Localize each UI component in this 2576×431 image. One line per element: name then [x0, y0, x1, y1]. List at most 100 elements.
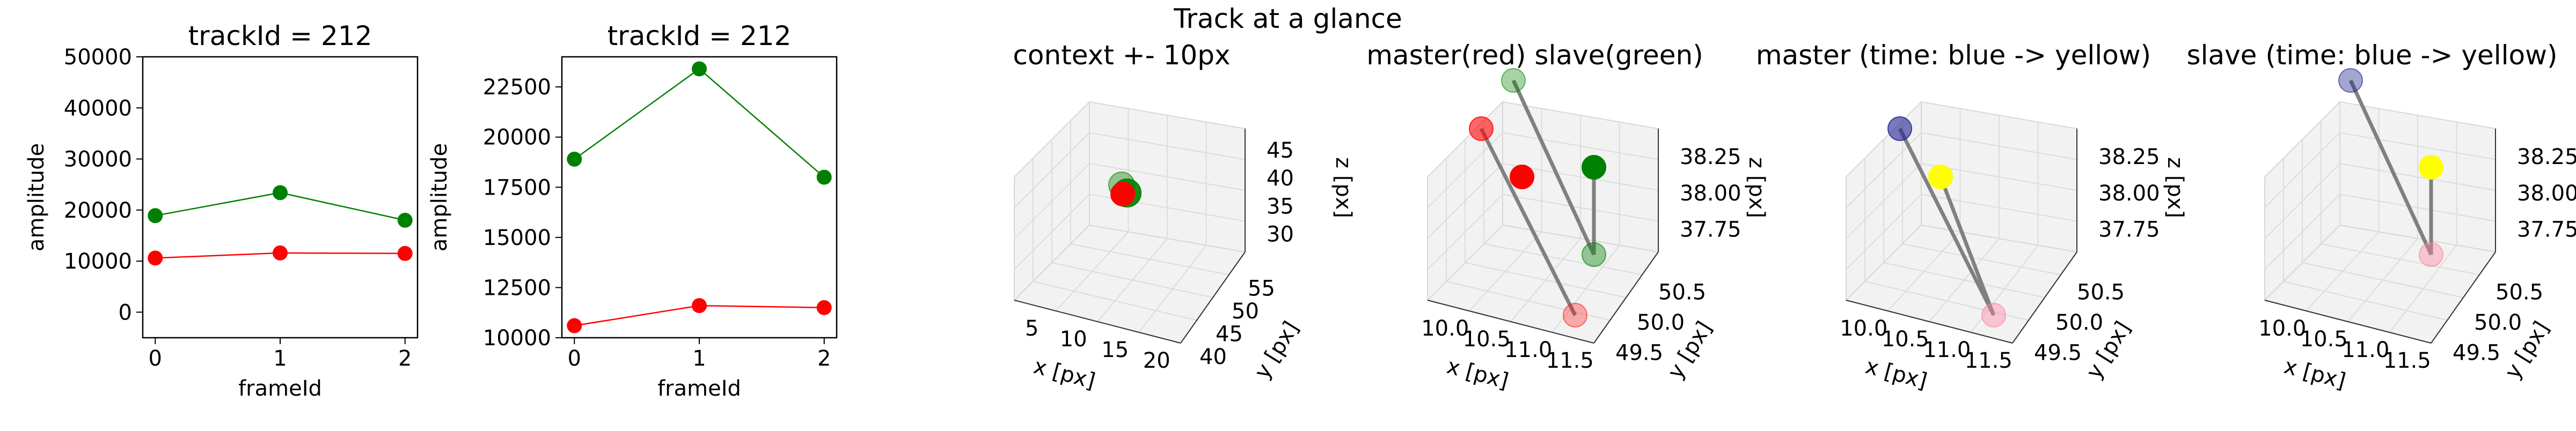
- x-tick-label: 1: [273, 346, 287, 371]
- x-tick-label: 10.5: [1882, 327, 1929, 352]
- amplitude-chart-2: trackId = 212 frameId amplitude 0 1 2 10000…: [427, 20, 838, 401]
- grid-line: [1014, 132, 1090, 209]
- x-tick-label: 11.5: [1965, 348, 2012, 373]
- grid-line: [1465, 262, 1627, 298]
- x-tick-label: 11.0: [2341, 338, 2389, 362]
- x-tick-label: 10.5: [2300, 327, 2348, 352]
- grid-line: [1427, 163, 1503, 239]
- data-point: [1501, 68, 1526, 93]
- z-tick-label: 37.75: [2517, 217, 2576, 242]
- chart-title: trackId = 212: [608, 20, 792, 51]
- grid-line: [1089, 163, 1246, 191]
- grid-line: [2264, 163, 2340, 239]
- data-point: [567, 151, 582, 167]
- x-axis-label: x [px]: [2281, 354, 2348, 394]
- data-point: [397, 246, 413, 261]
- y-tick-label: 50: [1232, 299, 1259, 324]
- grid-line: [1051, 262, 1213, 298]
- z-tick-label: 38.25: [1680, 145, 1741, 169]
- chart-title: master(red) slave(green): [1366, 40, 1703, 71]
- y-tick-label: 17500: [483, 175, 551, 200]
- y-axis-label: amplitude: [24, 143, 49, 251]
- x-tick-label: 10.5: [1463, 327, 1511, 352]
- x-tick-label: 1: [692, 346, 706, 371]
- grid-line: [1014, 163, 1090, 239]
- y-axis-line: [2012, 251, 2077, 344]
- plot-frame: [561, 56, 838, 339]
- x-tick-label: 5: [1025, 316, 1038, 341]
- data-point: [1110, 182, 1135, 206]
- data-point: [692, 61, 707, 77]
- z-tick-label: 37.75: [1680, 217, 1741, 242]
- y-tick-label: 40: [1199, 345, 1227, 369]
- data-point: [2419, 242, 2443, 267]
- z-tick-label: 40: [1267, 166, 1294, 191]
- data-point: [397, 212, 413, 228]
- x-tick-label: 10.0: [1421, 316, 1469, 341]
- z-tick-label: 38.00: [2517, 181, 2576, 206]
- grid-line: [1070, 243, 1230, 276]
- grid-line: [1921, 132, 2077, 160]
- y-tick-label: 49.5: [2453, 341, 2500, 366]
- z-axis-label: z [px]: [2163, 157, 2187, 218]
- x-axis-label: x [px]: [1444, 354, 1511, 394]
- x-axis-line: [1427, 300, 1594, 344]
- x-tick-label: 20: [1143, 348, 1170, 373]
- z-tick-label: 38.00: [2098, 181, 2160, 206]
- x-tick-label: 11.0: [1504, 338, 1552, 362]
- grid-line: [1902, 243, 2061, 276]
- x-tick-label: 11.5: [2383, 348, 2431, 373]
- z-tick-label: 38.00: [1680, 181, 1741, 206]
- grid-line: [1846, 163, 1922, 239]
- figure-suptitle: Track at a glance: [1173, 3, 1402, 34]
- x-tick-label: 10.0: [1840, 316, 1887, 341]
- z-axis-label: z [px]: [1744, 157, 1769, 218]
- data-point: [816, 169, 832, 185]
- data-point: [1887, 116, 1912, 141]
- y-tick-label: 50.5: [2077, 280, 2125, 304]
- x-tick-label: 11.0: [1923, 338, 1971, 362]
- data-point: [1582, 242, 1606, 267]
- track-segment: [1898, 128, 1996, 316]
- grid-line: [2339, 163, 2496, 191]
- chart-title: master (time: blue -> yellow): [1756, 40, 2151, 71]
- x-tick-label: 10: [1060, 327, 1087, 352]
- data-point: [2419, 155, 2443, 180]
- x-axis-line: [1014, 300, 1181, 344]
- data-point: [1510, 165, 1534, 189]
- data-point: [1981, 303, 2006, 328]
- grid-line: [2321, 243, 2480, 276]
- x-axis-label: x [px]: [1031, 354, 1098, 394]
- x-tick-label: 2: [398, 346, 412, 371]
- grid-line: [1138, 244, 1207, 333]
- data-point: [816, 300, 832, 315]
- grid-line: [2389, 244, 2457, 333]
- y-tick-label: 15000: [483, 226, 551, 250]
- y-axis-line: [1593, 251, 1659, 344]
- y-tick-label: 49.5: [1615, 341, 1663, 366]
- y-axis-line: [1180, 251, 1246, 344]
- grid-line: [2264, 132, 2340, 209]
- amplitude-chart-1: trackId = 212 frameId amplitude 0 1 2 0 1000…: [24, 20, 419, 401]
- y-tick-label: 50.0: [2055, 310, 2103, 335]
- z-tick-label: 38.25: [2517, 145, 2576, 169]
- grid-line: [1883, 262, 2045, 298]
- x-tick-label: 11.5: [1546, 348, 1594, 373]
- z-tick-label: 38.25: [2098, 145, 2160, 169]
- data-point: [1582, 155, 1606, 180]
- series-line: [574, 68, 825, 178]
- y-tick-label: 40000: [64, 96, 132, 121]
- x-tick-label: 15: [1101, 338, 1129, 362]
- x-axis-line: [2264, 300, 2432, 344]
- data-point: [148, 208, 163, 224]
- y-tick-label: 20000: [483, 125, 551, 150]
- y-tick-label: 50.5: [1658, 280, 1706, 304]
- z-axis-label: z [px]: [1331, 157, 1356, 218]
- data-point: [692, 298, 707, 314]
- data-point: [148, 250, 163, 266]
- x-tick-label: 0: [568, 346, 581, 371]
- data-point: [273, 245, 288, 261]
- slave-time-3d-panel: slave (time: blue -> yellow) 10.010.511.…: [2187, 40, 2576, 394]
